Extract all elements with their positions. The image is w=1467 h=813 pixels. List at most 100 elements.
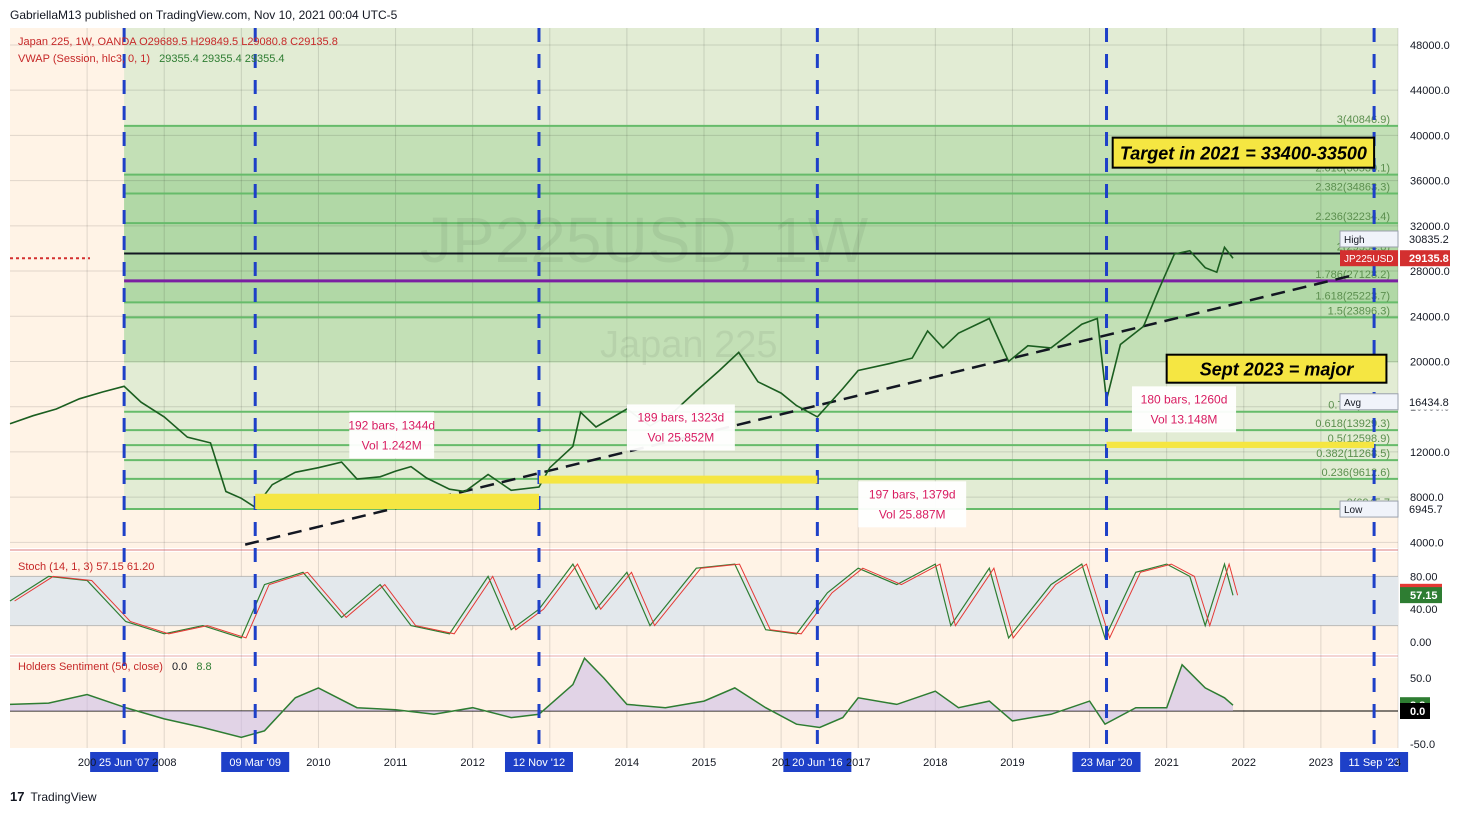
y-tick-0: 48000.0 [1410, 40, 1450, 52]
cycle-label-bg-3 [783, 752, 852, 772]
stoch-series [9, 561, 1398, 640]
legend-holders-v1: 0.0 [172, 661, 187, 673]
range-box-line2-0: Vol 1.242M [362, 438, 422, 452]
stoch-d-line [14, 562, 1239, 640]
legend-holders-v2: 8.8 [196, 661, 211, 673]
y-tick-9: 12000.0 [1410, 447, 1450, 459]
price-badge-label-0: High [1344, 235, 1365, 246]
range-box-1 [626, 404, 735, 451]
x-tick-11: 2018 [923, 757, 947, 769]
price-badge-value-0: 30835.2 [1409, 234, 1449, 246]
legend-stoch[interactable]: Stoch (14, 1, 3) 57.15 61.20 [18, 561, 154, 573]
cycle-label-5: 11 Sep '23 [1348, 757, 1399, 769]
x-tick-1: 2008 [152, 757, 176, 769]
holders-tick-2: 0.0 [1410, 706, 1425, 718]
x-tick-15: 2022 [1232, 757, 1256, 769]
watermark-sub: Japan 225 [600, 324, 778, 366]
x-tick-16: 2023 [1309, 757, 1333, 769]
range-box-0 [349, 412, 435, 459]
range-box-line2-1: Vol 25.852M [648, 430, 715, 444]
tradingview-footer[interactable]: 17 TradingView [10, 789, 97, 804]
x-tick-3: 2010 [306, 757, 330, 769]
price-badge-value-1: 29135.8 [1409, 253, 1449, 265]
callout-text-1: Sept 2023 = major [1200, 360, 1355, 380]
callout-text-0: Target in 2021 = 33400-33500 [1120, 144, 1367, 164]
holders-tick-0: 50.0 [1410, 673, 1431, 685]
price-badge-value-2: 16434.8 [1409, 397, 1449, 409]
tradingview-footer-text: TradingView [30, 789, 97, 804]
cycle-label-bg-0 [90, 752, 159, 772]
holders-badge-2 [1400, 703, 1430, 719]
stoch-tick-4: 0.00 [1410, 637, 1431, 649]
cycle-label-bg-1 [221, 752, 290, 772]
holders-series [9, 656, 1398, 739]
price-badge-label-3: Low [1344, 505, 1363, 516]
legend-symbol[interactable]: Japan 225, 1W, OANDA O29689.5 H29849.5 L… [18, 36, 338, 48]
price-badge-label-bg-0 [1339, 230, 1399, 248]
highlight-bar-0 [255, 493, 539, 510]
range-box-line2-3: Vol 13.148M [1151, 412, 1218, 426]
legend-vwap-values: 29355.4 29355.4 29355.4 [159, 53, 284, 65]
watermark-main: JP225USD, 1W [420, 204, 869, 276]
y-tick-5: 28000.0 [1410, 266, 1450, 278]
fib-label-11: 0.382(11268.5) [1316, 448, 1390, 460]
price-badge-label-bg-1 [1340, 250, 1398, 267]
price-badge-value-bg-1 [1400, 250, 1450, 267]
y-tick-4: 32000.0 [1410, 221, 1450, 233]
legend-vwap-label: VWAP (Session, hlc3, 0, 1) [18, 53, 150, 65]
x-axis[interactable]: 25 Jun '07 09 Mar '09 12 Nov '12 20 Jun '16… [78, 752, 1409, 772]
range-box-line1-0: 192 bars, 1344d [348, 418, 435, 432]
cycle-label-2: 12 Nov '12 [513, 757, 565, 769]
fib-label-3: 2.236(32234.4) [1315, 211, 1390, 223]
highlight-bar-1 [538, 475, 818, 484]
price-badge-value-bg-0 [1400, 230, 1450, 247]
fib-label-5: 1.786(27128.2) [1315, 269, 1390, 281]
y-tick-2: 40000.0 [1410, 130, 1450, 142]
stoch-k-line [9, 561, 1234, 640]
y-tick-11: 4000.0 [1410, 537, 1444, 549]
x-tick-12: 2019 [1000, 757, 1024, 769]
holders-tick-3: -50.0 [1410, 739, 1435, 751]
cycle-lines [122, 28, 1376, 748]
price-badge-label-2: Avg [1344, 398, 1361, 409]
fib-label-2: 2.382(34863.3) [1315, 181, 1390, 193]
x-tick-0: 200 [78, 757, 96, 769]
x-tick-14: 2021 [1154, 757, 1178, 769]
price-badge-value-bg-3 [1400, 501, 1450, 518]
fib-label-6: 1.618(25223.7) [1315, 290, 1390, 302]
cycle-label-bg-5 [1340, 752, 1409, 772]
cycle-label-4: 23 Mar '20 [1081, 757, 1133, 769]
cycle-label-bg-4 [1072, 752, 1141, 772]
range-box-3 [1131, 386, 1237, 433]
x-tick-17: 4 [1395, 757, 1401, 769]
holders-line [9, 656, 1234, 739]
y-axis[interactable]: 48000.0 44000.0 40000.0 36000.0 32000.0 28000… [1339, 40, 1450, 751]
stoch-band [10, 576, 1398, 626]
fib-label-9: 0.618(13929.3) [1315, 418, 1390, 430]
price-badge-label-1: JP225USD [1344, 254, 1393, 265]
cycle-label-bg-2 [504, 752, 573, 772]
legend-vwap[interactable]: VWAP (Session, hlc3, 0, 1) 29355.4 29355… [18, 53, 285, 65]
legend-holders[interactable]: Holders Sentiment (50, close) 0.0 8.8 [18, 661, 212, 673]
y-tick-7: 20000.0 [1410, 356, 1450, 368]
tradingview-logo-icon: 17 [10, 789, 25, 804]
cycle-label-0: 25 Jun '07 [99, 757, 149, 769]
range-box-2 [858, 481, 967, 528]
publish-header: GabriellaM13 published on TradingView.co… [10, 8, 398, 22]
stoch-tick-0: 80.00 [1410, 571, 1438, 583]
x-tick-8: 2015 [692, 757, 716, 769]
x-tick-7: 2014 [615, 757, 639, 769]
stoch-tick-3: 40.00 [1410, 604, 1438, 616]
price-badge-label-bg-3 [1339, 500, 1399, 518]
price-badge-label-bg-2 [1339, 393, 1399, 411]
x-tick-5: 2012 [460, 757, 484, 769]
x-tick-10: 2017 [846, 757, 870, 769]
fib-label-12: 0.236(9612.6) [1322, 467, 1391, 479]
fib-label-7: 1.5(23896.3) [1328, 305, 1390, 317]
price-badge-value-3: 6945.7 [1409, 504, 1443, 516]
stoch-badge-2 [1400, 587, 1442, 604]
x-tick-9: 201 [772, 757, 790, 769]
range-box-line1-2: 197 bars, 1379d [869, 487, 956, 501]
stoch-tick-2: 57.15 [1410, 590, 1438, 602]
